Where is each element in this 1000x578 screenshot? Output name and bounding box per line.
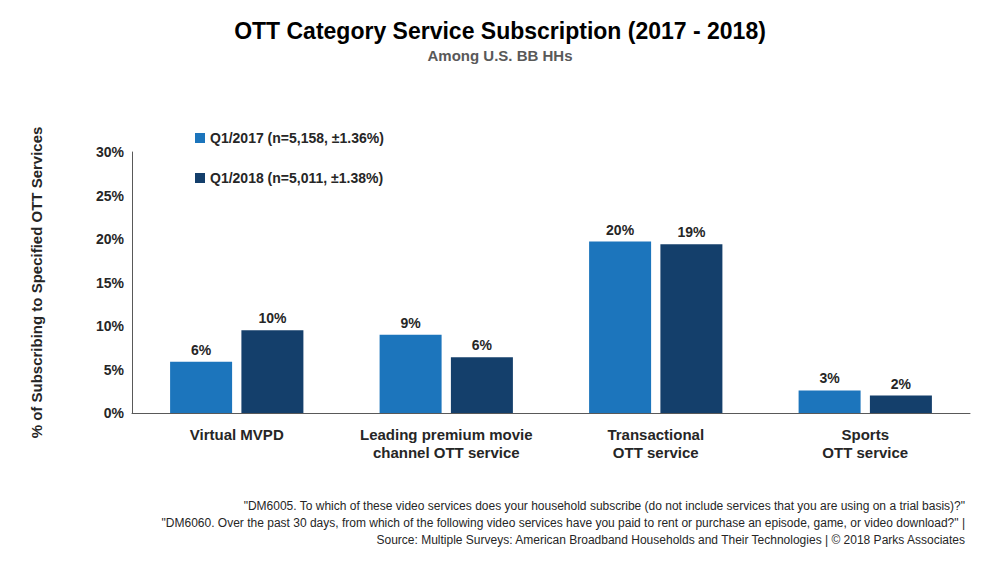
svg-text:Transactional: Transactional — [607, 426, 704, 443]
svg-text:Sports: Sports — [841, 426, 889, 443]
svg-text:6%: 6% — [472, 337, 493, 353]
svg-text:3%: 3% — [819, 370, 840, 386]
svg-text:2%: 2% — [891, 376, 912, 392]
svg-text:% of Subscribing to Specified: % of Subscribing to Specified OTT Servic… — [28, 127, 45, 439]
svg-text:OTT service: OTT service — [613, 444, 699, 461]
svg-text:Q1/2018 (n=5,011, ±1.38%): Q1/2018 (n=5,011, ±1.38%) — [210, 170, 383, 186]
svg-text:30%: 30% — [96, 144, 125, 160]
svg-text:Virtual MVPD: Virtual MVPD — [190, 426, 284, 443]
svg-text:20%: 20% — [96, 231, 125, 247]
svg-text:Among U.S. BB HHs: Among U.S. BB HHs — [427, 47, 572, 64]
svg-text:10%: 10% — [96, 318, 125, 334]
svg-text:9%: 9% — [400, 315, 421, 331]
svg-text:Leading premium movie: Leading premium movie — [360, 426, 533, 443]
svg-text:OTT Category Service Subscript: OTT Category Service Subscription (2017 … — [234, 18, 766, 44]
svg-text:Q1/2017 (n=5,158, ±1.36%): Q1/2017 (n=5,158, ±1.36%) — [210, 130, 384, 146]
svg-text:Source: Multiple Surveys: Amer: Source: Multiple Surveys: American Broad… — [376, 533, 965, 547]
svg-text:"DM6005. To which of these vid: "DM6005. To which of these video service… — [244, 499, 965, 513]
svg-text:15%: 15% — [96, 275, 125, 291]
svg-text:OTT service: OTT service — [822, 444, 908, 461]
svg-text:channel OTT service: channel OTT service — [373, 444, 520, 461]
svg-text:25%: 25% — [96, 188, 125, 204]
svg-text:6%: 6% — [191, 342, 212, 358]
svg-text:19%: 19% — [677, 224, 706, 240]
svg-text:0%: 0% — [104, 405, 125, 421]
svg-text:20%: 20% — [606, 222, 635, 238]
svg-text:"DM6060. Over the past 30 days: "DM6060. Over the past 30 days, from whi… — [162, 516, 965, 530]
svg-text:5%: 5% — [104, 362, 125, 378]
svg-text:10%: 10% — [258, 310, 287, 326]
